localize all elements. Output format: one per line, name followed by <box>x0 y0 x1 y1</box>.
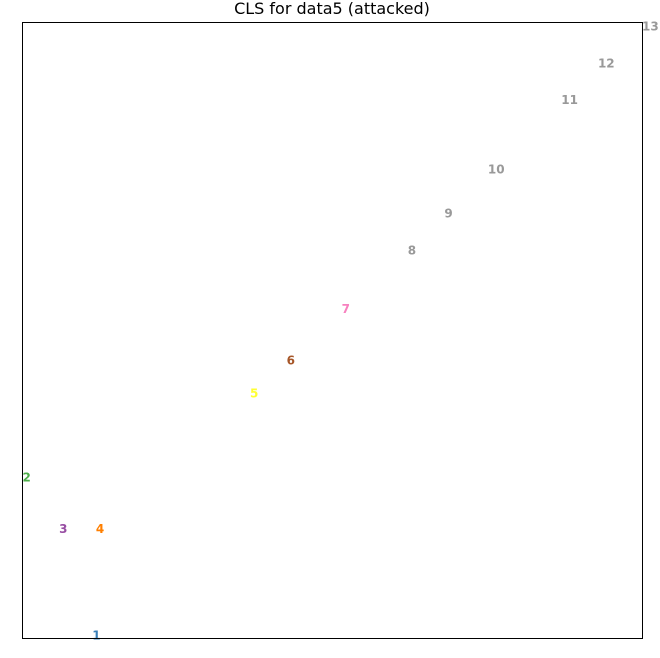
data-point-9: 9 <box>444 207 452 221</box>
plot-frame <box>22 22 643 639</box>
data-point-2: 2 <box>22 471 30 485</box>
data-point-3: 3 <box>59 522 67 536</box>
data-point-6: 6 <box>287 353 295 367</box>
data-point-8: 8 <box>408 243 416 257</box>
data-point-4: 4 <box>96 522 104 536</box>
data-point-12: 12 <box>598 56 615 70</box>
data-point-10: 10 <box>488 163 505 177</box>
data-point-11: 11 <box>561 93 578 107</box>
data-point-5: 5 <box>250 386 258 400</box>
chart-title: CLS for data5 (attacked) <box>234 0 430 18</box>
data-point-13: 13 <box>642 20 659 34</box>
data-point-7: 7 <box>342 302 350 316</box>
data-point-1: 1 <box>92 628 100 642</box>
